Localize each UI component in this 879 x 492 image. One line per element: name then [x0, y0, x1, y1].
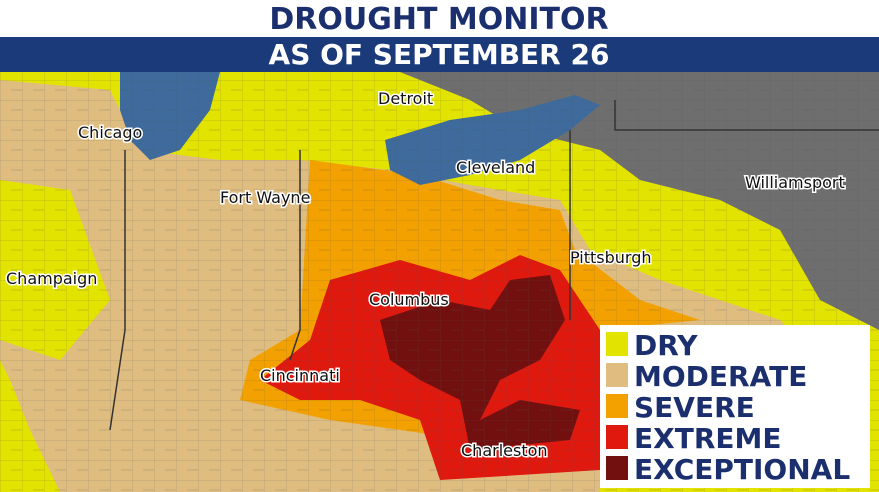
city-label: Williamsport — [745, 173, 845, 192]
city-label: Charleston — [461, 441, 548, 460]
city-label: Cleveland — [456, 158, 535, 177]
title: DROUGHT MONITOR — [269, 2, 608, 37]
state-lines — [109, 100, 879, 431]
legend-swatch — [606, 425, 628, 449]
legend-label: DRY — [634, 329, 698, 362]
legend-swatch — [606, 456, 628, 480]
city-label: Fort Wayne — [220, 188, 310, 207]
city-label: Detroit — [378, 89, 433, 108]
city-label: Champaign — [6, 269, 97, 288]
legend-swatch — [606, 363, 628, 387]
legend-swatch — [606, 332, 628, 356]
city-label: Pittsburgh — [570, 248, 652, 267]
legend-label: SEVERE — [634, 391, 755, 424]
city-label: Cincinnati — [260, 366, 340, 385]
legend-box — [600, 325, 870, 488]
city-label: Chicago — [78, 123, 142, 142]
city-label: Columbus — [369, 290, 449, 309]
legend-swatch — [606, 394, 628, 418]
subtitle-band — [0, 37, 879, 72]
legend-label: EXCEPTIONAL — [634, 453, 850, 486]
title-band — [0, 0, 879, 37]
legend-label: MODERATE — [634, 360, 807, 393]
legend-label: EXTREME — [634, 422, 782, 455]
subtitle: AS OF SEPTEMBER 26 — [269, 38, 610, 71]
